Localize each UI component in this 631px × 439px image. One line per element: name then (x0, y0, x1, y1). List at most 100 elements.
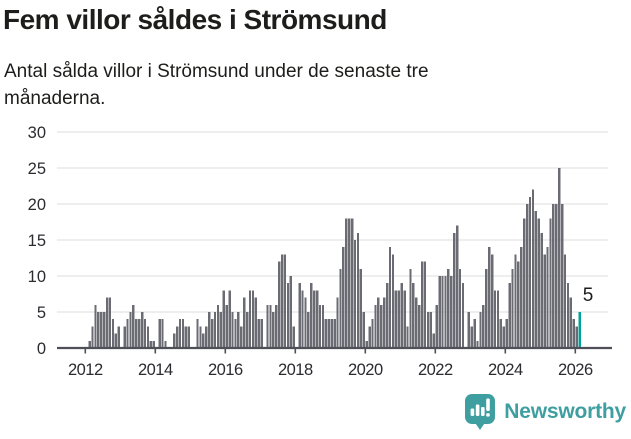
y-axis-tick-label: 20 (28, 196, 46, 214)
bar (339, 268, 342, 348)
bar (199, 326, 202, 348)
page-title: Fem villor såldes i Strömsund (3, 4, 387, 35)
bar (505, 319, 508, 348)
bar (368, 326, 371, 348)
bar (149, 340, 153, 348)
y-axis-tick-label: 30 (28, 124, 46, 142)
bar (210, 319, 214, 348)
bar (499, 319, 503, 348)
bar (485, 268, 488, 348)
bar (161, 319, 164, 348)
bar (493, 290, 497, 348)
bar (377, 297, 380, 348)
bar (435, 304, 438, 348)
bar (278, 261, 281, 348)
bar (202, 333, 205, 348)
bar (304, 297, 307, 348)
bar (178, 319, 182, 348)
bar (269, 304, 272, 348)
bar (418, 304, 421, 348)
bar (321, 304, 325, 348)
bar (438, 276, 441, 348)
bar (543, 254, 546, 348)
bar (132, 304, 135, 348)
bar (415, 297, 418, 348)
bar (482, 304, 485, 348)
bar (453, 232, 456, 348)
bar (123, 326, 126, 348)
x-axis-tick-label: 2012 (68, 361, 103, 379)
bar (517, 261, 520, 348)
bar (298, 283, 301, 348)
bar (164, 340, 167, 348)
bar (187, 326, 190, 348)
bar (117, 326, 120, 348)
bar (476, 340, 479, 348)
bar (423, 261, 427, 348)
bar (397, 290, 400, 348)
bar (447, 268, 450, 348)
bar (537, 218, 540, 348)
bar (488, 247, 491, 348)
bar (511, 268, 514, 348)
bar (403, 290, 406, 348)
bar (455, 225, 459, 348)
y-axis-tick-label: 15 (28, 232, 46, 250)
bar (108, 297, 112, 348)
bar (558, 168, 561, 348)
bar (412, 283, 415, 348)
bar (94, 304, 97, 348)
bar (479, 312, 482, 348)
bar (286, 283, 290, 348)
bar (400, 283, 403, 348)
bar (514, 254, 517, 348)
bar (181, 319, 185, 348)
bar (345, 218, 348, 348)
bar (490, 254, 494, 348)
bar (348, 218, 351, 348)
bar (257, 319, 260, 348)
bar (374, 304, 377, 348)
bar (394, 290, 398, 348)
bar (307, 312, 310, 348)
bar (555, 204, 558, 348)
bar (575, 326, 578, 348)
bar (388, 247, 392, 348)
y-axis-tick-label: 10 (28, 268, 46, 286)
bar (391, 254, 395, 348)
y-axis-tick-label: 25 (28, 160, 46, 178)
newsworthy-logo-icon (465, 394, 496, 430)
bar (502, 326, 505, 348)
bar (432, 333, 435, 348)
bar (292, 326, 295, 348)
bar (546, 247, 549, 348)
bar (429, 312, 433, 348)
bar (409, 268, 412, 348)
bar (333, 319, 336, 348)
bar (310, 283, 313, 348)
x-axis-tick-label: 2022 (418, 361, 453, 379)
bar (126, 319, 129, 348)
bar (140, 312, 144, 348)
bar (362, 312, 365, 348)
bar (158, 319, 161, 348)
bar (566, 283, 570, 348)
bar (289, 276, 293, 348)
bar (103, 312, 106, 348)
bar (353, 240, 357, 348)
x-axis-tick-label: 2020 (348, 361, 383, 379)
bar (327, 319, 330, 348)
bar (356, 232, 360, 348)
bar (563, 254, 567, 348)
bar (138, 319, 141, 348)
bar (245, 312, 249, 348)
bar (91, 326, 94, 348)
bar (231, 312, 234, 348)
bar (175, 326, 179, 348)
bar (173, 333, 176, 348)
bar (365, 340, 368, 348)
bar (213, 312, 217, 348)
bar (266, 304, 269, 348)
y-axis-tick-label: 0 (37, 340, 46, 358)
bar (234, 319, 237, 348)
